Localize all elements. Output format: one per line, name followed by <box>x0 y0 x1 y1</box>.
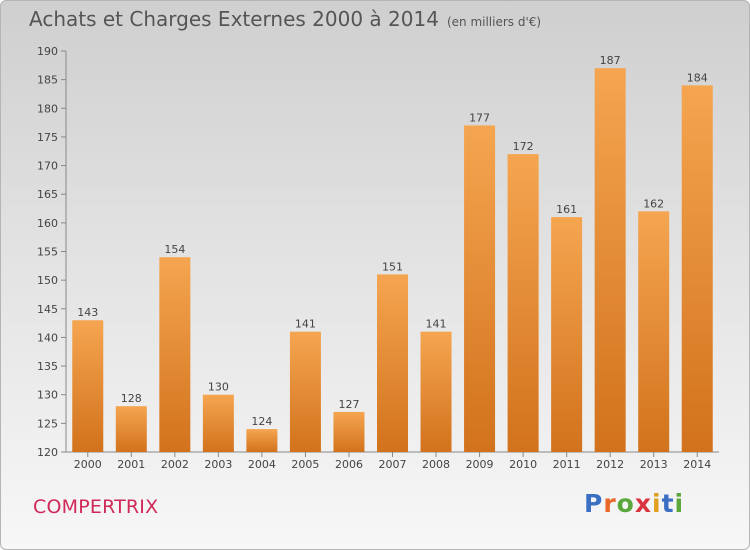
y-tick-label: 160 <box>37 217 58 230</box>
bar-value-label: 127 <box>338 398 359 411</box>
y-tick-label: 180 <box>37 102 58 115</box>
bar <box>115 406 147 452</box>
bar-value-label: 141 <box>426 318 447 331</box>
bar-value-label: 154 <box>164 243 185 256</box>
proxiti-logo: Proxiti <box>584 489 684 518</box>
y-tick-label: 125 <box>37 417 58 430</box>
bar-value-label: 184 <box>687 71 708 84</box>
logo-letter: t <box>661 489 675 518</box>
bar <box>594 68 626 452</box>
y-tick-label: 190 <box>37 45 58 58</box>
commune-name: COMPERTRIX <box>33 496 159 518</box>
bar <box>289 331 321 452</box>
y-tick-label: 175 <box>37 131 58 144</box>
logo-letter: P <box>584 489 604 518</box>
bar <box>202 394 234 452</box>
bar-value-label: 124 <box>251 415 272 428</box>
bar <box>246 429 278 452</box>
x-tick-label: 2005 <box>291 458 319 471</box>
bar-value-label: 187 <box>600 54 621 67</box>
chart-unit: (en milliers d'€) <box>446 15 542 29</box>
x-tick-label: 2007 <box>379 458 407 471</box>
chart-title: Achats et Charges Externes 2000 à 2014 (e… <box>29 7 541 31</box>
bar <box>72 320 104 452</box>
x-tick-label: 2004 <box>248 458 276 471</box>
x-tick-label: 2014 <box>683 458 711 471</box>
y-tick-label: 145 <box>37 303 58 316</box>
bar <box>377 274 408 452</box>
x-tick-label: 2013 <box>640 458 668 471</box>
bar-value-label: 161 <box>556 203 577 216</box>
x-tick-label: 2011 <box>553 458 581 471</box>
x-tick-label: 2006 <box>335 458 363 471</box>
x-tick-label: 2012 <box>596 458 624 471</box>
y-tick-label: 150 <box>37 274 58 287</box>
x-tick-label: 2003 <box>204 458 232 471</box>
logo-letter: x <box>634 489 652 518</box>
bar-value-label: 177 <box>469 111 490 124</box>
x-tick-label: 2010 <box>509 458 537 471</box>
y-tick-label: 185 <box>37 74 58 87</box>
bar-value-label: 141 <box>295 318 316 331</box>
y-tick-label: 140 <box>37 331 58 344</box>
bar <box>420 331 452 452</box>
x-tick-label: 2001 <box>117 458 145 471</box>
bar <box>638 211 670 452</box>
logo-letter: i <box>674 489 685 518</box>
bar <box>333 411 365 452</box>
x-tick-label: 2008 <box>422 458 450 471</box>
bar <box>159 257 191 452</box>
y-tick-label: 135 <box>37 360 58 373</box>
y-tick-label: 170 <box>37 160 58 173</box>
y-tick-label: 155 <box>37 246 58 259</box>
logo-letter: r <box>603 489 617 518</box>
bar <box>551 217 583 452</box>
y-tick-label: 130 <box>37 389 58 402</box>
logo-letter: o <box>616 489 635 518</box>
bar <box>507 154 539 452</box>
bar-value-label: 172 <box>513 140 534 153</box>
x-tick-label: 2002 <box>161 458 189 471</box>
chart-title-text: Achats et Charges Externes 2000 à 2014 <box>29 7 439 31</box>
bar <box>681 85 713 452</box>
bar-value-label: 162 <box>643 197 664 210</box>
bar-value-label: 130 <box>208 381 229 394</box>
bar-value-label: 143 <box>77 306 98 319</box>
bar <box>464 125 496 452</box>
bar-value-label: 151 <box>382 260 403 273</box>
logo-letter: i <box>652 489 662 518</box>
x-tick-label: 2000 <box>74 458 102 471</box>
y-tick-label: 120 <box>37 446 58 459</box>
x-tick-label: 2009 <box>466 458 494 471</box>
y-tick-label: 165 <box>37 188 58 201</box>
bar-value-label: 128 <box>121 392 142 405</box>
